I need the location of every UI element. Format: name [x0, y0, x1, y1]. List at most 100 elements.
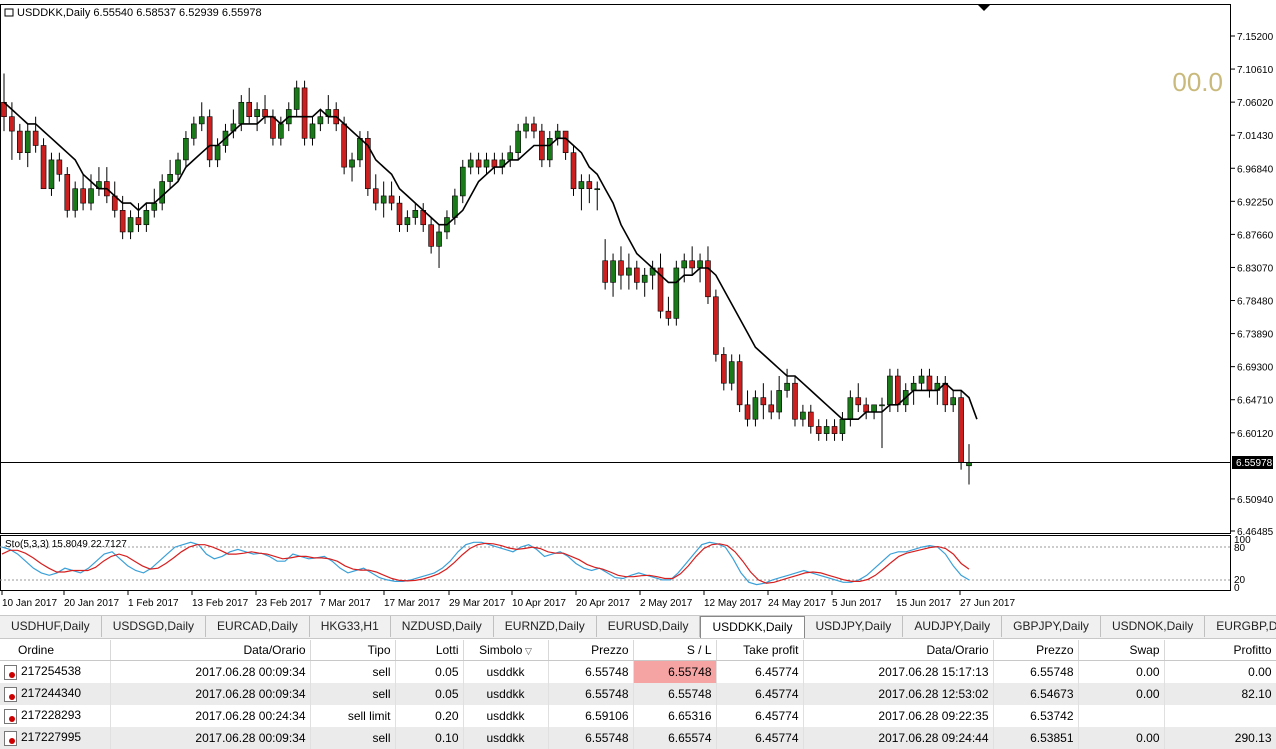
column-header[interactable]: Data/Orario: [803, 640, 994, 661]
candle-body: [254, 109, 260, 117]
tab-eurnzd-daily[interactable]: EURNZD,Daily: [494, 616, 597, 637]
candle-body: [72, 188, 78, 211]
candle-body: [428, 224, 434, 247]
tab-eurcad-daily[interactable]: EURCAD,Daily: [206, 616, 310, 637]
price-tick-label: 6.83070: [1237, 263, 1274, 274]
order-cell-sl: 6.65574: [633, 727, 717, 749]
order-cell-tipo: sell: [310, 683, 396, 706]
tab-nzdusd-daily[interactable]: NZDUSD,Daily: [391, 616, 494, 637]
candle-body: [910, 382, 917, 391]
candle-body: [673, 267, 680, 319]
tab-hkg33-h1[interactable]: HKG33,H1: [310, 616, 391, 637]
candle-body: [665, 310, 672, 319]
candle-body: [507, 152, 514, 161]
candle-body: [365, 137, 371, 190]
column-header[interactable]: Profitto: [1164, 640, 1276, 661]
order-cell-profitto: [1164, 705, 1276, 727]
order-cell-tipo: sell: [310, 660, 396, 684]
order-cell-data2: 2017.06.28 15:17:13: [803, 660, 994, 684]
order-cell-lotti: 0.05: [395, 660, 464, 684]
column-header[interactable]: Take profit: [716, 640, 804, 661]
counter-text: 00.0: [1172, 67, 1223, 97]
order-id: 217254538: [21, 664, 82, 679]
tab-usdhuf-daily[interactable]: USDHUF,Daily: [0, 616, 102, 637]
tab-usddkk-daily[interactable]: USDDKK,Daily: [700, 616, 805, 638]
order-cell-lotti: 0.05: [395, 683, 464, 706]
date-tick-label: 13 Feb 2017: [192, 598, 249, 609]
column-header[interactable]: Lotti: [395, 640, 464, 661]
candle-body: [396, 202, 403, 226]
order-cell-sl: 6.65316: [633, 705, 717, 727]
tab-usdsgd-daily[interactable]: USDSGD,Daily: [102, 616, 207, 637]
candle-body: [855, 397, 862, 406]
column-header[interactable]: Swap: [1078, 640, 1165, 661]
order-cell-ordine: 217227995: [0, 727, 111, 749]
candle-body: [64, 174, 71, 211]
candle-body: [554, 130, 561, 139]
candle-body: [452, 195, 458, 218]
candle-body: [744, 404, 751, 420]
candle-body: [17, 130, 23, 153]
tab-gbpjpy-daily[interactable]: GBPJPY,Daily: [1002, 616, 1101, 637]
column-header[interactable]: Simbolo ▽: [463, 640, 549, 661]
order-row[interactable]: 217254538 2017.06.28 00:09:34 sell 0.05 usdd…: [0, 660, 1276, 684]
candle-body: [895, 375, 901, 406]
candle-body: [278, 123, 284, 139]
order-cell-prezzo: 6.55748: [548, 660, 634, 684]
candle-body: [183, 137, 189, 161]
price-tick-label: 6.46485: [1237, 527, 1274, 535]
candle-body: [942, 382, 949, 406]
order-cell-simbolo: usddkk: [463, 683, 549, 706]
column-header[interactable]: Prezzo: [548, 640, 634, 661]
order-row[interactable]: 217227995 2017.06.28 00:09:34 sell 0.10 usdd…: [0, 727, 1276, 749]
candle-body: [792, 382, 798, 420]
shift-marker-icon[interactable]: [978, 5, 990, 11]
order-cell-data: 2017.06.28 00:09:34: [110, 683, 311, 706]
order-cell-swap: [1078, 705, 1165, 727]
candle-body: [293, 87, 300, 110]
tab-audjpy-daily[interactable]: AUDJPY,Daily: [903, 616, 1003, 637]
order-cell-tipo: sell: [310, 727, 396, 749]
candle-body: [713, 296, 719, 355]
column-header[interactable]: Ordine: [0, 640, 111, 661]
candle-body: [958, 397, 964, 463]
order-cell-data: 2017.06.28 00:09:34: [110, 660, 311, 684]
candle-body: [32, 130, 39, 146]
stochastic-chart[interactable]: Sto(5,3,3) 15.8049 22.7127 100 80 20 0 1…: [0, 535, 1276, 615]
price-tick-label: 7.15200: [1237, 32, 1274, 43]
order-cell-ordine: 217244340: [0, 683, 111, 706]
price-tick-label: 6.50940: [1237, 495, 1274, 506]
tab-usdnok-daily[interactable]: USDNOK,Daily: [1101, 616, 1206, 637]
order-row[interactable]: 217228293 2017.06.28 00:24:34 sell limit 0.…: [0, 705, 1276, 727]
candle-body: [467, 159, 474, 168]
date-tick-label: 29 Mar 2017: [449, 598, 506, 609]
candle-body: [633, 267, 640, 283]
date-tick-label: 24 May 2017: [768, 598, 826, 609]
stochastic-label: Sto(5,3,3) 15.8049 22.7127: [5, 539, 127, 550]
candle-body: [270, 116, 276, 139]
column-header[interactable]: Prezzo: [993, 640, 1079, 661]
candle-body: [459, 166, 466, 197]
candle-body: [728, 361, 735, 384]
order-cell-sl: 6.55748: [633, 660, 717, 684]
order-row[interactable]: 217244340 2017.06.28 00:09:34 sell 0.05 usdd…: [0, 683, 1276, 706]
candle-body: [871, 404, 877, 413]
order-cell-ordine: 217228293: [0, 705, 111, 727]
candle-body: [119, 210, 126, 233]
price-tick-label: 6.69300: [1237, 363, 1274, 374]
candle-body: [887, 375, 893, 406]
candle-body: [523, 123, 529, 132]
column-header[interactable]: Data/Orario: [110, 640, 311, 661]
tab-eurusd-daily[interactable]: EURUSD,Daily: [597, 616, 701, 637]
candle-body: [380, 195, 387, 204]
column-header[interactable]: Tipo: [310, 640, 396, 661]
date-tick-label: 1 Feb 2017: [128, 598, 179, 609]
tab-eurgbp-daily[interactable]: EURGBP,Daily: [1205, 616, 1276, 637]
candle-body: [570, 152, 577, 190]
tab-usdjpy-daily[interactable]: USDJPY,Daily: [805, 616, 904, 637]
date-tick-label: 7 Mar 2017: [320, 598, 371, 609]
price-chart[interactable]: USDDKK,Daily 6.55540 6.58537 6.52939 6.5…: [0, 0, 1276, 535]
candle-body: [531, 123, 537, 132]
order-cell-lotti: 0.20: [395, 705, 464, 727]
column-header[interactable]: S / L: [633, 640, 717, 661]
